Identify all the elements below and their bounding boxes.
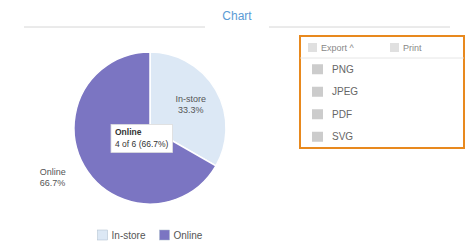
legend-swatch [160, 230, 170, 240]
text-line: 66.7% [40, 178, 66, 188]
text-line: 33.3% [178, 105, 204, 115]
menu-item[interactable]: JPEG [332, 86, 358, 97]
text-line: In-store [176, 94, 207, 104]
menu-icon[interactable] [312, 87, 323, 97]
menu-icon[interactable] [390, 43, 399, 52]
menu-icon[interactable] [312, 109, 323, 119]
chart: ChartIn-store33.3%Online66.7%Online4 of … [0, 0, 474, 247]
legend-swatch [98, 230, 108, 240]
legend-label: In-store [112, 230, 146, 241]
pie-slice [74, 52, 216, 204]
menu-separator [300, 58, 464, 59]
legend-label: Online [174, 230, 203, 241]
title: Chart [222, 9, 252, 23]
export-menu: Export ^ Print PNG JPEG PDF SVG [300, 36, 464, 148]
menu-icon[interactable] [312, 64, 323, 74]
menu-icon[interactable] [312, 132, 323, 142]
annotation: Online 4 of 6 (66.7%) [115, 127, 169, 149]
data-label: Online66.7% [40, 167, 66, 188]
menu-item[interactable]: PNG [332, 64, 354, 75]
data-label: In-store33.3% [176, 94, 207, 115]
menu-frame [300, 36, 464, 148]
title-rule [269, 27, 450, 28]
text-line: Online [40, 167, 66, 177]
legend: In-store Online [98, 230, 203, 241]
menu-header[interactable]: Print [403, 43, 422, 53]
menu-header[interactable]: Export ^ [321, 43, 355, 53]
menu-icon[interactable] [308, 43, 317, 52]
text-line: 4 of 6 (66.7%) [115, 139, 169, 149]
menu-item[interactable]: SVG [332, 131, 353, 142]
menu-item[interactable]: PDF [332, 109, 352, 120]
text-line: Online [115, 127, 142, 137]
title-rule [24, 27, 205, 28]
annotation-box [111, 124, 173, 152]
